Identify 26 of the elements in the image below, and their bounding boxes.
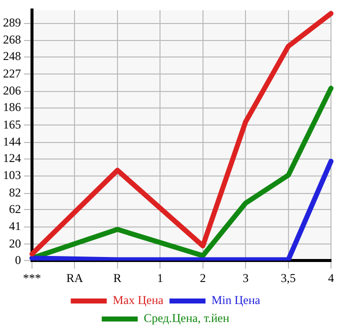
y-tick-label: 103 (3, 168, 21, 182)
x-tick-label: *** (23, 270, 41, 285)
y-tick-label: 20 (9, 236, 21, 250)
y-tick-label: 248 (3, 49, 21, 64)
x-tick-label: 3 (242, 270, 249, 285)
y-tick-label: 206 (3, 84, 21, 98)
y-tick-label: 41 (9, 219, 21, 234)
y-tick-label: 268 (3, 32, 21, 47)
x-tick-label: 3,5 (280, 270, 296, 285)
x-tick-label: 1 (157, 270, 164, 285)
y-tick-label: 289 (3, 15, 21, 30)
y-tick-label: 124 (3, 150, 21, 165)
x-tick-label: RA (66, 270, 84, 285)
legend-label: Min Цена (211, 293, 261, 308)
x-tick-label: R (113, 270, 122, 285)
legend-label: Max Цена (112, 293, 164, 308)
x-tick-label: 2 (200, 270, 206, 285)
y-tick-label: 165 (3, 117, 21, 132)
legend-label: Сред.Цена, т.йен (144, 311, 230, 326)
y-tick-label: 82 (9, 185, 21, 200)
y-tick-label: 62 (9, 202, 21, 216)
y-tick-label: 186 (3, 100, 21, 114)
x-tick-label: 4 (328, 270, 334, 285)
y-tick-label: 227 (3, 66, 21, 80)
y-tick-label: 144 (3, 134, 21, 149)
y-tick-label: 0 (15, 252, 21, 267)
